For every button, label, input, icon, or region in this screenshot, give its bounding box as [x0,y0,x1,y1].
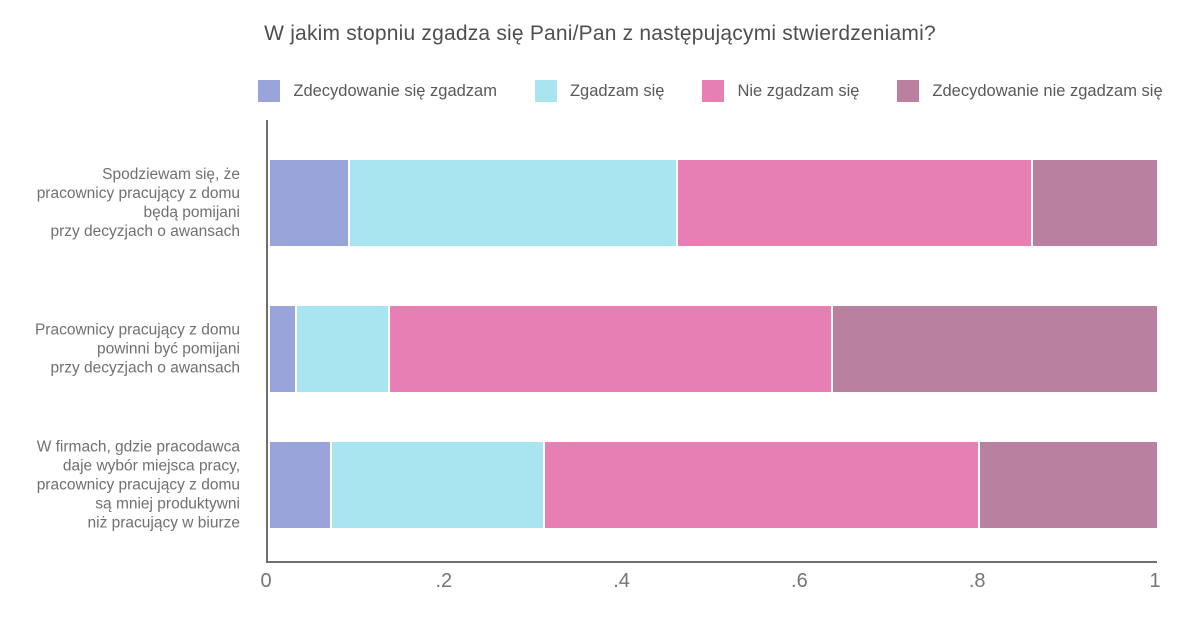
bar-segment-series-0 [270,442,333,528]
bar-segment-series-2 [544,442,980,528]
legend-swatch-icon [258,80,281,102]
legend-item-label: Nie zgadzam się [737,81,860,100]
bar-segment-series-3 [1032,160,1157,246]
category-label: Pracownicy pracujący z domu powinni być … [34,321,240,377]
legend-item-0: Zdecydowanie się zgadzam [258,80,497,102]
legend: Zdecydowanie się zgadzam Zgadzam się Nie z… [258,80,1163,102]
bar-segment-series-0 [270,306,297,392]
bar-segment-series-1 [349,160,679,246]
legend-item-3: Zdecydowanie nie zgadzam się [897,80,1163,102]
legend-swatch-icon [897,80,920,102]
plot-area [266,120,1157,563]
x-tick-label: .2 [435,570,453,592]
x-tick-label: 1 [1149,570,1161,592]
x-tick-label: .6 [791,570,808,592]
bar-segment-series-1 [296,306,390,392]
category-label: Spodziewam się, że pracownicy pracujący … [36,166,240,240]
legend-item-2: Nie zgadzam się [702,80,859,102]
category-label: W firmach, gdzie pracodawca daje wybór m… [36,438,240,532]
legend-item-label: Zdecydowanie się zgadzam [293,81,497,100]
legend-item-1: Zgadzam się [534,80,665,102]
legend-swatch-icon [702,80,725,102]
bar-row-0 [268,160,1157,246]
x-tick-label: .8 [968,570,986,592]
legend-swatch-icon [534,80,557,102]
chart-title: W jakim stopniu zgadza się Pani/Pan z na… [264,22,936,45]
legend-item-label: Zdecydowanie nie zgadzam się [932,81,1163,100]
x-axis-ticks: 0 .2 .4 .6 .8 1 [260,570,1160,600]
bar-segment-series-0 [270,160,350,246]
x-tick-label: .4 [613,570,630,592]
bar-segment-series-3 [979,442,1157,528]
bar-segment-series-1 [332,442,545,528]
bar-row-1 [268,306,1157,392]
bar-row-2 [268,442,1157,528]
x-tick-label: 0 [260,570,272,592]
bar-segment-series-2 [389,306,834,392]
bar-segment-series-3 [833,306,1157,392]
legend-item-label: Zgadzam się [569,81,665,100]
bar-segment-series-2 [678,160,1033,246]
